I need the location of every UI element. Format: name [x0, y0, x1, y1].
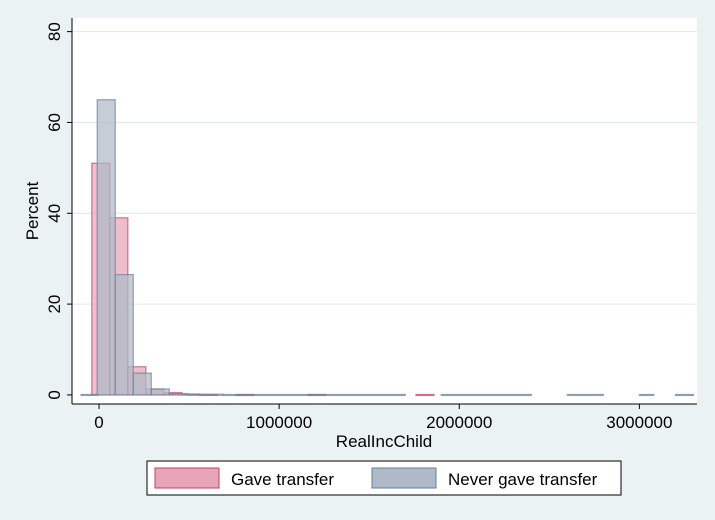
bar-never-gave-transfer-6: [186, 393, 224, 396]
y-tick-label-0: 0: [45, 390, 64, 399]
x-tick-label-3000000: 3000000: [606, 413, 672, 432]
plot-area: [72, 18, 697, 404]
x-tick-label-0: 0: [94, 413, 103, 432]
y-tick-label-60: 60: [45, 113, 64, 132]
bar-never-gave-transfer-2: [114, 273, 134, 396]
y-tick-label-80: 80: [45, 22, 64, 41]
x-tick-label-2000000: 2000000: [426, 413, 492, 432]
x-axis-title: RealIncChild: [336, 432, 432, 451]
bar-never-gave-transfer-9: [566, 393, 604, 397]
bar-never-gave-transfer-3: [132, 372, 152, 396]
legend-label-gave-transfer: Gave transfer: [231, 470, 334, 489]
y-tick-label-40: 40: [45, 204, 64, 223]
histogram-bars: [80, 99, 694, 397]
legend-label-never-gave-transfer: Never gave transfer: [448, 470, 598, 489]
bar-never-gave-transfer-0: [80, 393, 98, 397]
bar-never-gave-transfer-4: [150, 388, 170, 396]
legend-swatch-never-gave-transfer: [371, 467, 437, 489]
bar-gave-transfer-9: [415, 393, 435, 397]
bar-never-gave-transfer-8: [440, 393, 532, 397]
bar-never-gave-transfer-10: [638, 393, 655, 397]
grid-lines: [72, 31, 697, 305]
bar-never-gave-transfer-1: [96, 99, 116, 396]
legend-swatch-gave-transfer: [154, 467, 220, 489]
bar-never-gave-transfer-5: [168, 392, 188, 396]
y-axis-ticks: 0 20 40 60 80: [45, 22, 72, 400]
y-axis-title: Percent: [23, 181, 42, 240]
bar-never-gave-transfer-11: [674, 393, 694, 397]
bar-never-gave-transfer-7: [222, 393, 406, 397]
x-axis-ticks: 0 1000000 2000000 3000000: [94, 404, 672, 432]
y-tick-label-20: 20: [45, 295, 64, 314]
x-tick-label-1000000: 1000000: [246, 413, 312, 432]
